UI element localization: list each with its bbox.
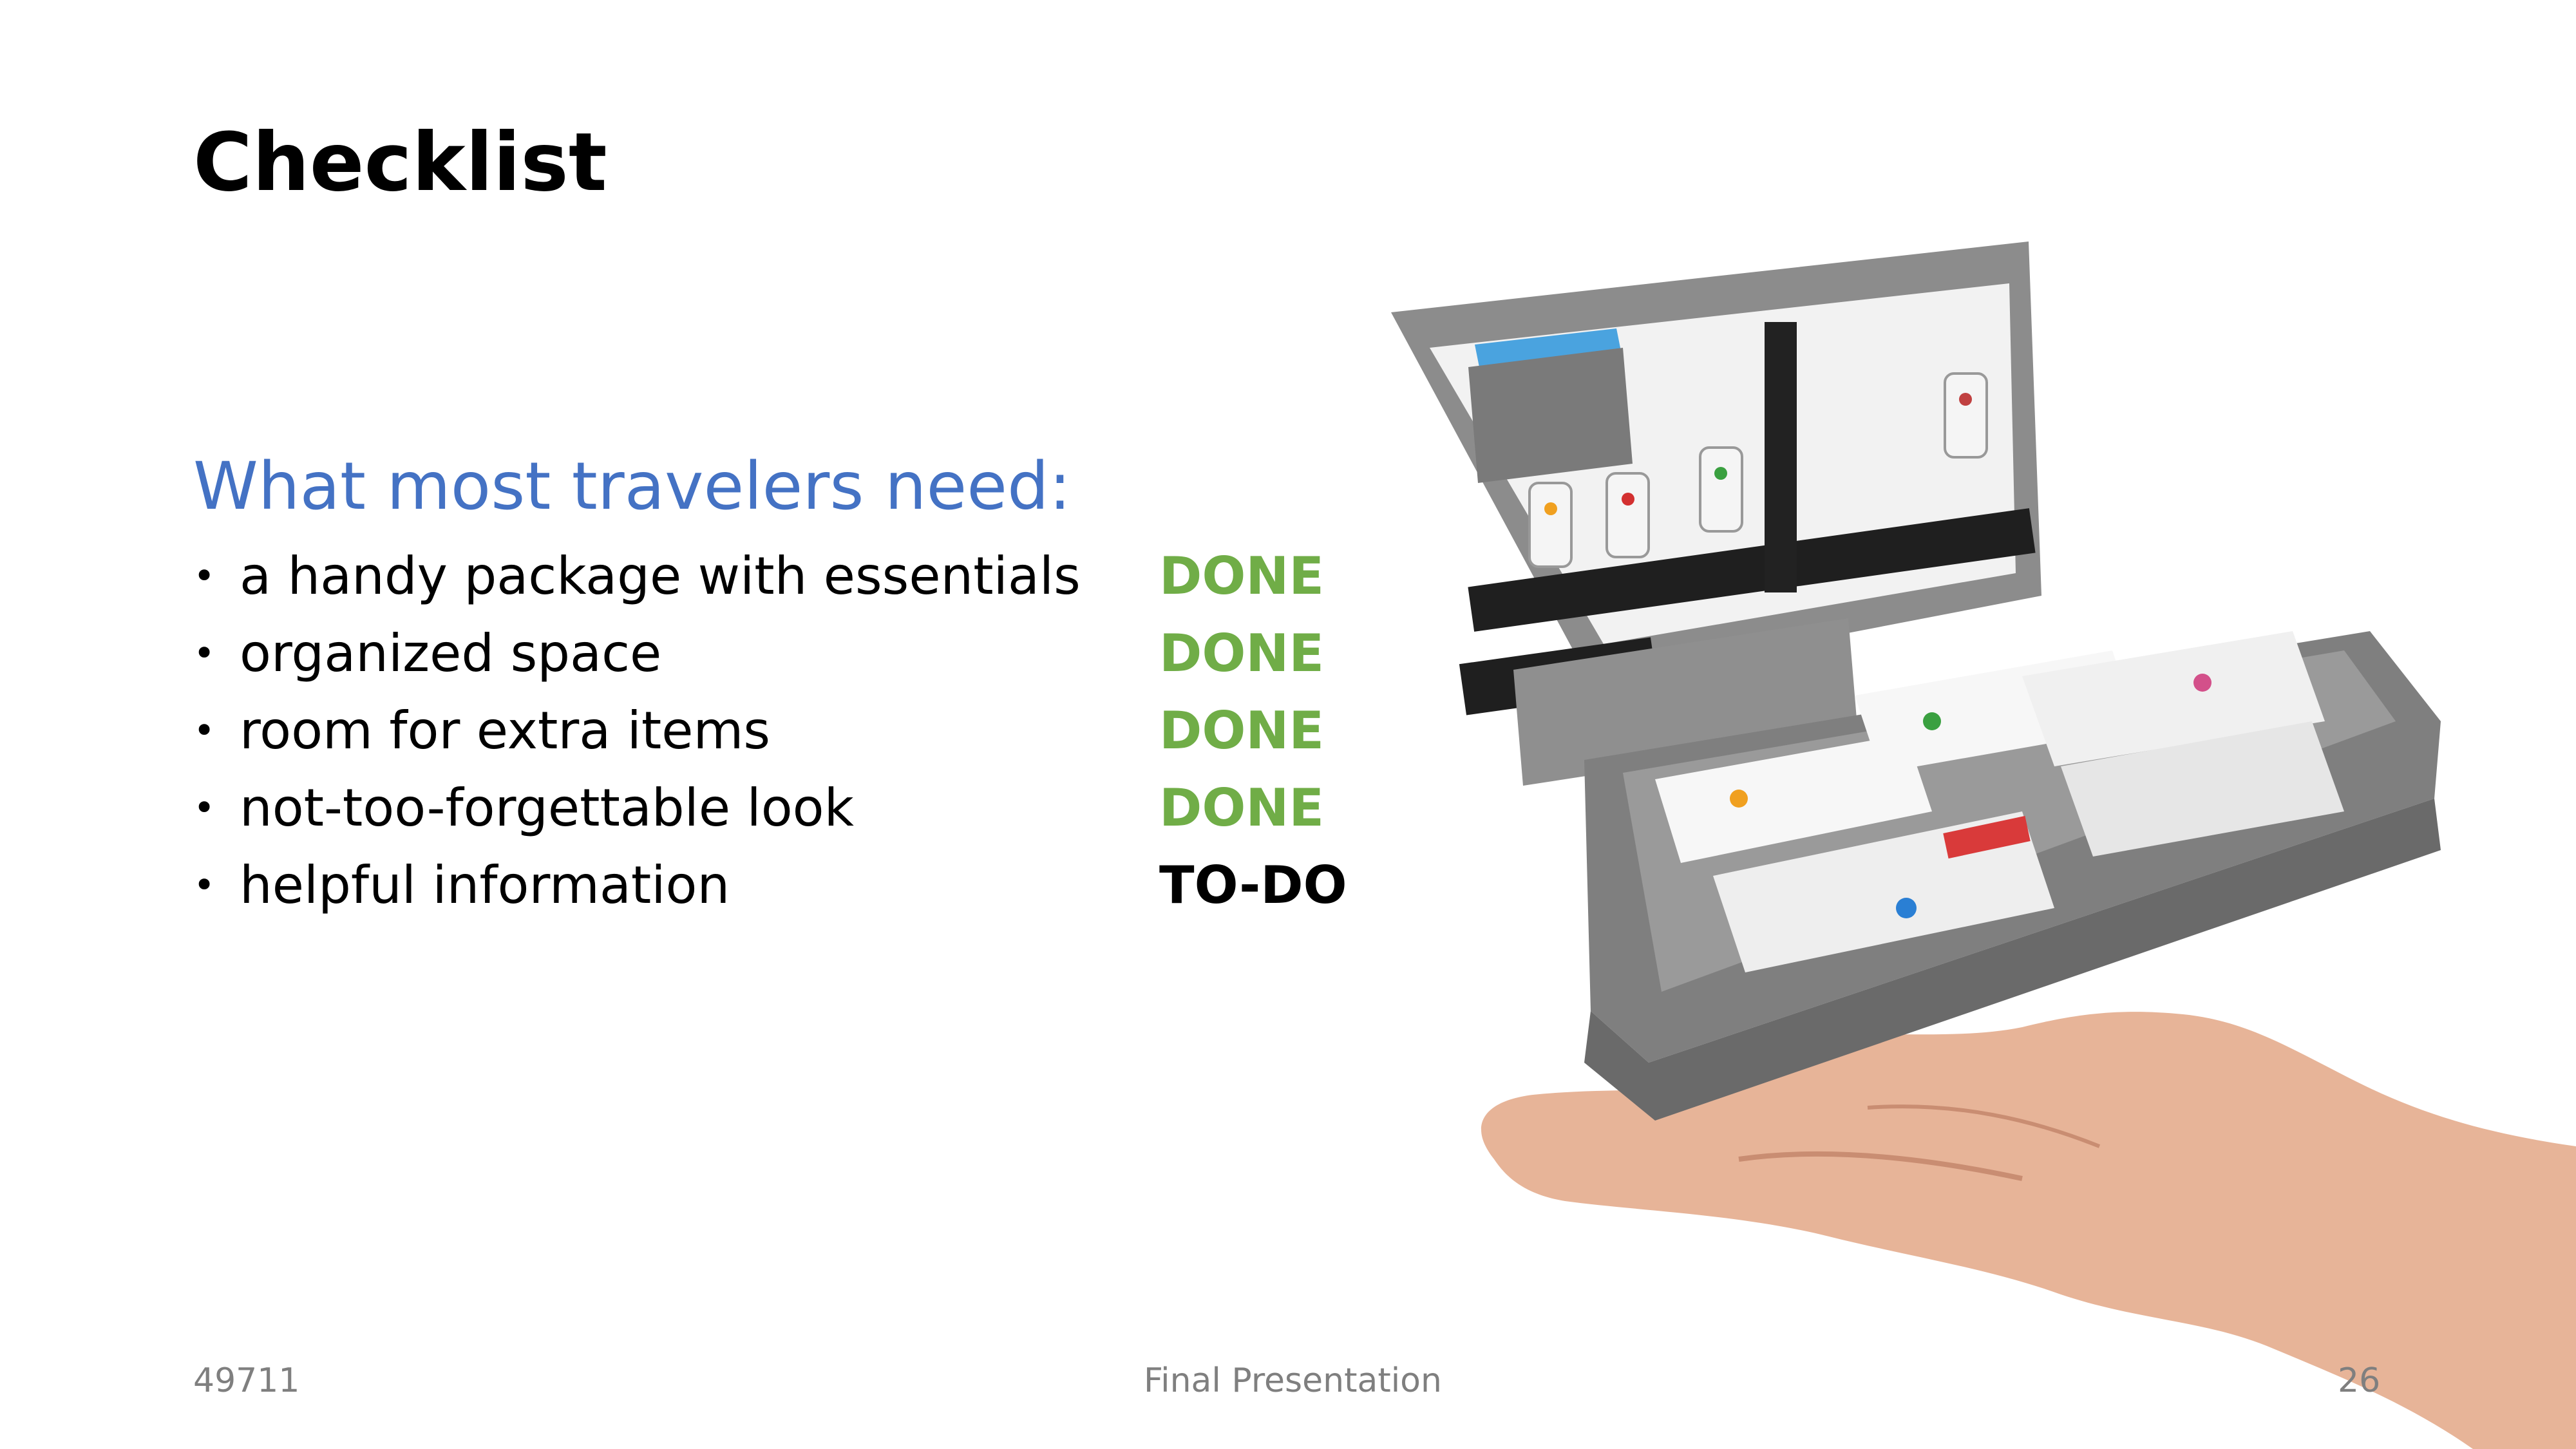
footer-page-number: 26 xyxy=(2338,1361,2381,1400)
checklist-item-text: room for extra items xyxy=(240,701,771,761)
status-done: DONE xyxy=(1159,546,1325,606)
status-done: DONE xyxy=(1159,623,1325,683)
checklist-item-text: a handy package with essentials xyxy=(240,546,1081,606)
slide-title: Checklist xyxy=(193,116,607,209)
product-photo xyxy=(1378,232,2576,1449)
footer-course-number: 49711 xyxy=(193,1361,300,1400)
status-done: DONE xyxy=(1159,778,1325,838)
checklist-item-text: helpful information xyxy=(240,855,730,915)
status-todo: TO-DO xyxy=(1159,855,1347,915)
bullet-icon: • xyxy=(193,631,216,675)
checklist-item-text: organized space xyxy=(240,623,662,683)
bullet-icon: • xyxy=(193,708,216,752)
footer-presentation-title: Final Presentation xyxy=(1144,1361,1442,1400)
bullet-icon: • xyxy=(193,554,216,598)
slide-subtitle: What most travelers need: xyxy=(193,448,1072,525)
status-done: DONE xyxy=(1159,701,1325,761)
bullet-icon: • xyxy=(193,786,216,829)
checklist-item-text: not-too-forgettable look xyxy=(240,778,854,838)
bullet-icon: • xyxy=(193,863,216,907)
hand-shape xyxy=(1481,1012,2576,1449)
